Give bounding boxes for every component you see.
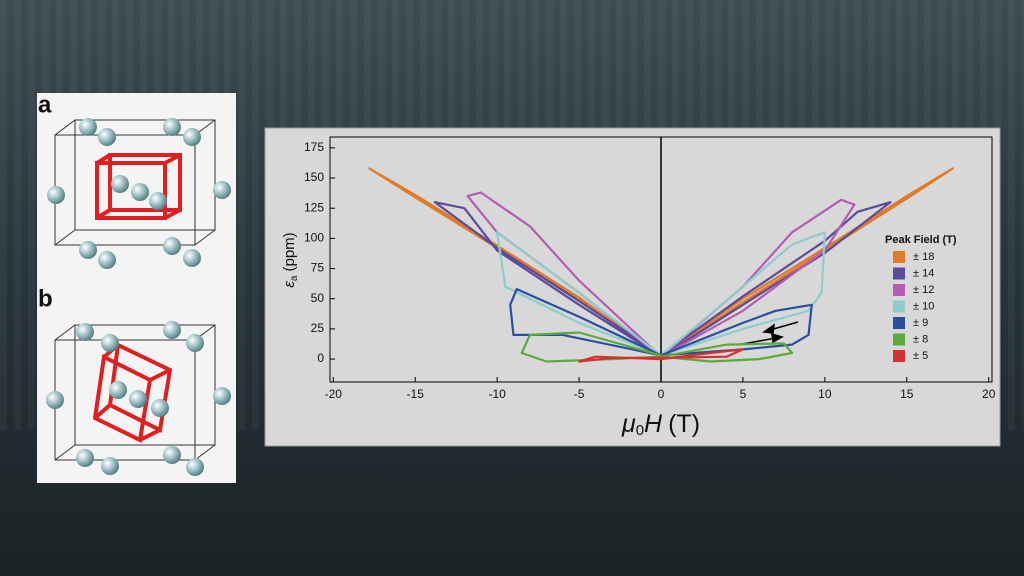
y-axis-label: εa(ppm): [281, 232, 300, 287]
y-tick-label: 175: [304, 140, 324, 154]
chart-bg: [264, 127, 1001, 447]
legend-swatch: [893, 300, 905, 313]
legend-swatch: [893, 350, 905, 362]
legend-swatch: [893, 251, 905, 263]
x-tick-label: -5: [574, 387, 585, 401]
x-tick-label: -15: [407, 387, 425, 401]
x-tick-label: 10: [818, 387, 832, 401]
legend-swatch: [893, 267, 905, 280]
legend-label: ± 5: [913, 350, 928, 362]
legend-label: ± 10: [913, 300, 934, 312]
legend-label: ± 14: [913, 267, 934, 279]
legend-swatch: [893, 333, 905, 346]
panel-label: b: [38, 285, 53, 312]
x-tick-label: 20: [982, 387, 996, 401]
y-tick-label: 125: [304, 200, 324, 214]
y-tick-label: 75: [311, 261, 325, 275]
legend-label: ± 9: [913, 317, 928, 329]
series-line: [520, 331, 794, 363]
x-tick-label: 0: [658, 387, 665, 401]
panel-label: a: [38, 91, 52, 118]
atoms: [46, 118, 231, 476]
y-tick-label: 50: [311, 291, 325, 305]
x-tick-label: 5: [740, 387, 747, 401]
legend-swatch: [893, 317, 905, 329]
x-tick-label: 15: [900, 387, 914, 401]
series-line: [578, 348, 744, 363]
panel-bg: [37, 93, 236, 483]
x-tick-label: -10: [488, 387, 506, 401]
legend-label: ± 8: [913, 333, 928, 345]
series-line: [509, 288, 813, 357]
legend-swatch: [893, 284, 905, 296]
legend-label: ± 18: [913, 251, 934, 263]
y-tick-label: 100: [304, 231, 324, 245]
y-tick-label: 0: [317, 351, 324, 365]
legend-title: Peak Field (T): [885, 234, 957, 246]
legend-label: ± 12: [913, 284, 934, 296]
crystal-panel: a b: [37, 91, 236, 483]
y-tick-label: 25: [311, 321, 325, 335]
chart-panel: εa(ppm) μ0H (T): [264, 127, 1001, 447]
x-axis-label: μ0H (T): [621, 410, 700, 439]
y-tick-label: 150: [304, 170, 324, 184]
x-tick-label: -20: [325, 387, 343, 401]
